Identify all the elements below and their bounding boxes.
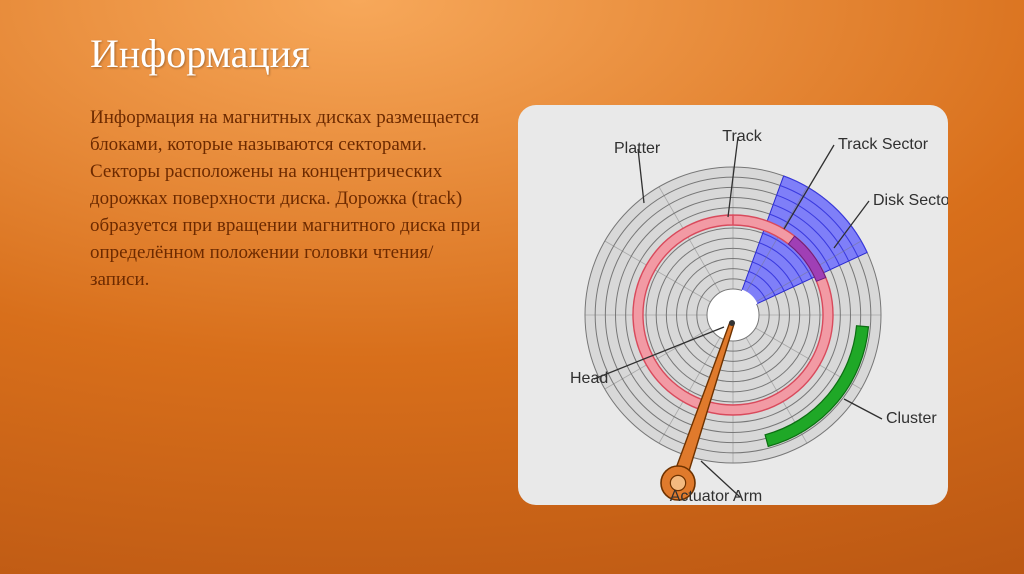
label-actuator_arm: Actuator Arm (670, 488, 762, 505)
label-disk_sector: Disk Sector (873, 192, 948, 209)
disk-diagram-svg: Platter Track Track Sector Disk Sector Clust… (518, 105, 948, 505)
label-track_sector: Track Sector (838, 136, 929, 153)
body-text: Информация на магнитных дисках размещает… (90, 105, 490, 294)
slide-title: Информация (90, 30, 954, 77)
label-cluster: Cluster (886, 410, 937, 427)
content-row: Информация на магнитных дисках размещает… (90, 105, 954, 505)
label-platter: Platter (614, 140, 661, 157)
disk-diagram-card: Platter Track Track Sector Disk Sector Clust… (518, 105, 948, 505)
slide: Информация Информация на магнитных диска… (0, 0, 1024, 574)
label-head: Head (570, 370, 608, 387)
label-track: Track (722, 128, 762, 145)
